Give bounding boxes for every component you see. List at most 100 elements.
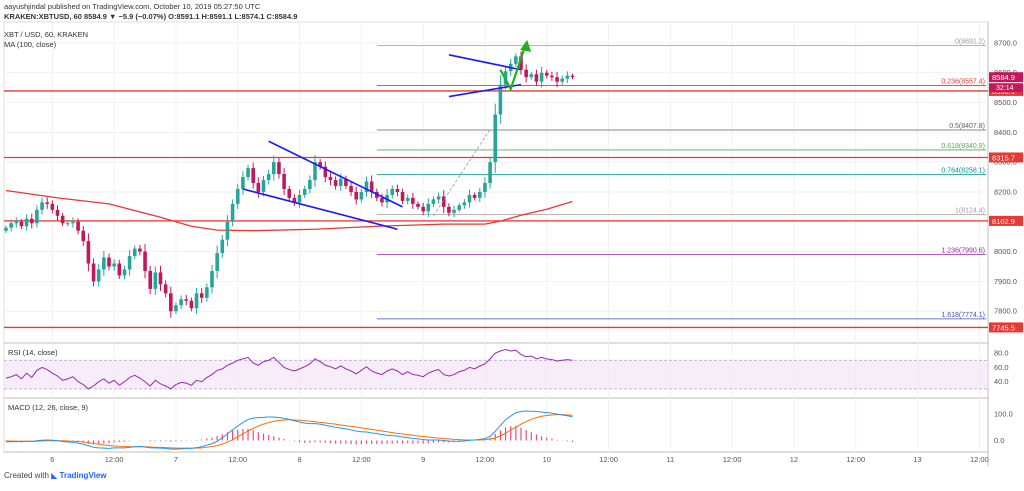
candle-body: [462, 202, 467, 206]
footer-brand[interactable]: TradingView: [59, 471, 107, 480]
ohlc-line: KRAKEN:XBTUSD, 60 8584.9 ▼ −5.9 (−0.07%)…: [4, 12, 298, 21]
price-tick-label: 8200.0: [994, 187, 1017, 196]
price-tick-label: 8700.0: [994, 38, 1017, 47]
candle-body: [174, 305, 178, 312]
candle-body: [349, 185, 353, 192]
macd-tick-label: 0.0: [994, 436, 1004, 445]
candle-body: [189, 300, 194, 309]
bullish-arrow-head: [520, 39, 532, 52]
price-tick-label: 8500.0: [994, 98, 1017, 107]
time-tick-label: 12:00: [476, 455, 495, 464]
price-tick-label: 8400.0: [994, 128, 1017, 137]
candle-body: [158, 272, 163, 285]
candle-body: [277, 162, 281, 175]
candle-body: [292, 197, 297, 203]
rsi-tick-label: 80.0: [994, 349, 1009, 358]
rsi-band: [4, 360, 988, 389]
candle-body: [55, 209, 60, 216]
candle-body: [364, 181, 369, 192]
candle-body: [138, 248, 142, 252]
last-price-label: 8584.9: [992, 73, 1015, 82]
candle-body: [297, 194, 302, 203]
fib-level-label: 1.618(7774.1): [941, 312, 985, 319]
candle-body: [102, 257, 106, 270]
candle-body: [565, 75, 570, 79]
footer-created-with: Created with: [4, 471, 49, 480]
candle-body: [328, 177, 333, 181]
footer: Created with ◣ TradingView: [4, 471, 107, 480]
candle-body: [184, 299, 189, 301]
time-tick-label: 9: [421, 455, 425, 464]
candle-body: [86, 241, 91, 264]
candle-body: [127, 256, 132, 270]
candle-body: [76, 221, 80, 231]
candle-body: [272, 162, 276, 175]
ma-legend: MA (100, close): [4, 40, 57, 49]
candle-body: [472, 194, 477, 198]
candle-body: [220, 239, 225, 254]
time-tick-label: 12:00: [105, 455, 124, 464]
level-price-tag: [989, 152, 1023, 163]
candle-body: [369, 181, 374, 192]
candle-body: [153, 272, 158, 289]
macd-line: [6, 410, 573, 450]
candle-body: [333, 180, 338, 186]
candle-body: [40, 202, 44, 210]
candle-body: [323, 166, 328, 178]
candle-body: [148, 270, 152, 289]
trendline: [242, 188, 398, 230]
candle-body: [169, 293, 173, 312]
fib-anchor-dashed-line: [433, 129, 491, 217]
candle-body: [179, 299, 183, 306]
candle-body: [143, 251, 147, 271]
candle-body: [421, 206, 425, 212]
macd-tick-label: 100.0: [994, 410, 1013, 419]
candle-body: [441, 196, 446, 207]
candle-body: [405, 197, 410, 201]
fib-level-label: 0(8691.2): [955, 39, 985, 46]
candle-body: [483, 183, 487, 192]
candle-body: [488, 162, 492, 184]
candle-body: [395, 188, 400, 192]
fib-level-label: 1(8124.4): [955, 207, 985, 214]
candle-body: [400, 191, 405, 201]
time-tick-label: 6: [50, 455, 54, 464]
candle-body: [308, 180, 312, 189]
rsi-line: [5, 349, 573, 390]
candle-body: [45, 202, 49, 204]
countdown-tag: [989, 83, 1023, 93]
candle-body: [230, 203, 235, 222]
candle-body: [81, 230, 86, 242]
candle-body: [380, 197, 384, 203]
time-tick-label: 12:00: [723, 455, 742, 464]
candle-body: [570, 75, 575, 78]
countdown-label: 32:14: [996, 85, 1014, 92]
candle-body: [467, 194, 472, 203]
candle-body: [194, 293, 199, 309]
candle-body: [235, 188, 240, 204]
candle-body: [241, 177, 245, 189]
candle-body: [225, 221, 230, 240]
candle-body: [215, 253, 219, 271]
candle-body: [256, 183, 261, 192]
time-tick-label: 7: [174, 455, 178, 464]
candle-body: [199, 293, 204, 298]
level-price-tag-label: 7745.5: [992, 323, 1015, 332]
level-price-tag-label: 8315.7: [992, 153, 1015, 162]
time-tick-label: 13: [913, 455, 921, 464]
candle-body: [457, 205, 461, 210]
candle-body: [71, 221, 75, 224]
price-tick-label: 7800.0: [994, 307, 1017, 316]
candle-body: [163, 284, 168, 294]
time-tick-label: 12:00: [599, 455, 618, 464]
level-price-tag: [989, 322, 1023, 333]
candle-body: [514, 56, 518, 64]
time-tick-label: 12:00: [352, 455, 371, 464]
candle-body: [359, 191, 364, 200]
trendline: [268, 140, 403, 208]
fib-level-label: 0.236(8557.4): [941, 78, 985, 85]
candle-body: [246, 168, 250, 178]
candle-body: [498, 84, 503, 115]
candle-body: [544, 72, 549, 76]
